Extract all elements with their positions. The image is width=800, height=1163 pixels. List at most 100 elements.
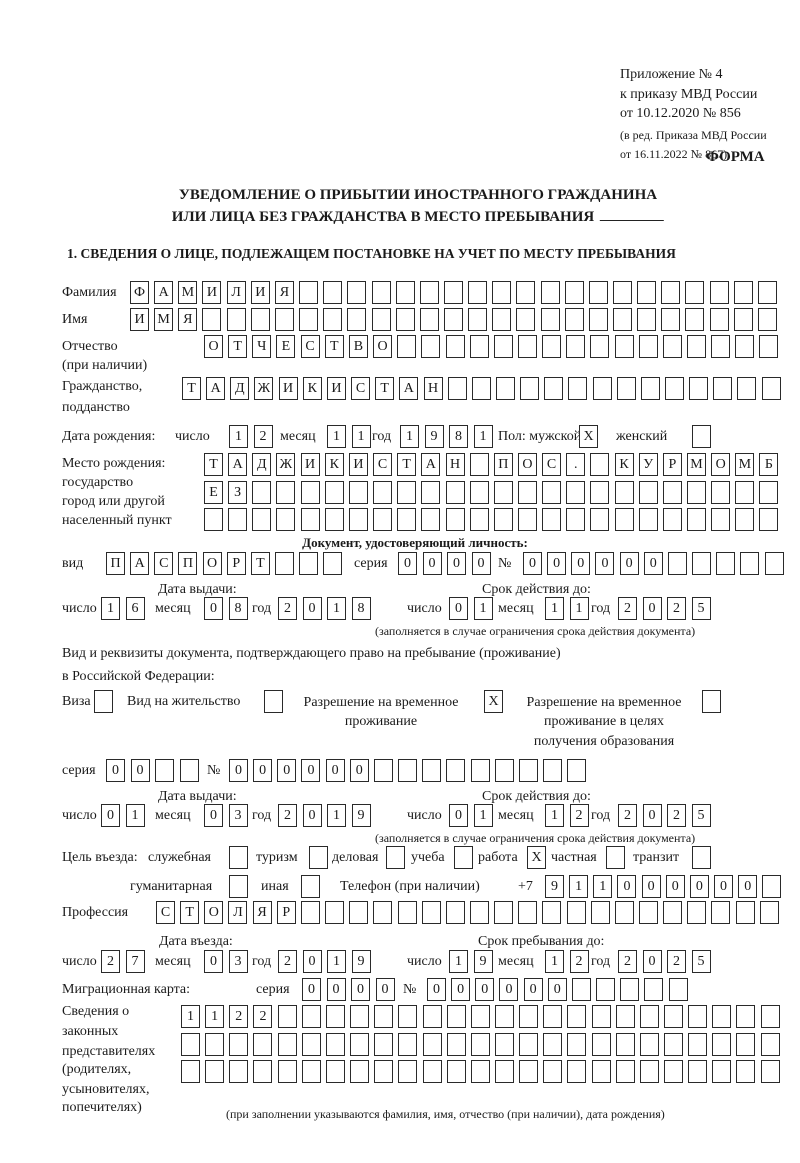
char-cell: 9 (473, 950, 493, 973)
char-cell (419, 308, 439, 331)
char-cell (276, 481, 296, 504)
char-cell: 0 (349, 759, 369, 782)
char-cell: 1 (101, 597, 120, 620)
char-cell: 0 (642, 950, 662, 973)
char-cell: 1 (125, 804, 145, 827)
char-cell (446, 1033, 466, 1056)
char-cell (616, 377, 636, 400)
char-cell (325, 901, 345, 924)
char-cell (638, 508, 658, 531)
char-cell (419, 281, 439, 304)
char-cell (469, 481, 489, 504)
amendment-line: от 16.11.2022 № 867) (620, 147, 728, 161)
char-cell (757, 308, 777, 331)
char-cell (397, 335, 417, 358)
char-cell (712, 1005, 732, 1028)
char-cell (471, 377, 491, 400)
char-cell: В (348, 335, 368, 358)
char-cell (517, 481, 537, 504)
char-cell: 1 (473, 804, 493, 827)
appendix-line: к приказу МВД России (620, 87, 758, 102)
char-cell: Ф (130, 281, 149, 304)
amendment-line: (в ред. Приказа МВД России (620, 128, 767, 142)
char-cell (422, 1033, 442, 1056)
char-cell (470, 759, 490, 782)
char-cell (759, 335, 779, 358)
char-cell (374, 1033, 394, 1056)
char-cell (250, 308, 270, 331)
representatives-label: законных (62, 1024, 119, 1039)
char-cell (735, 508, 755, 531)
char-cell (470, 1005, 490, 1028)
temp-residence-label2: проживание (344, 714, 418, 729)
char-cell (299, 308, 319, 331)
char-cell (733, 281, 753, 304)
char-cell (620, 978, 640, 1001)
char-cell (469, 901, 489, 924)
char-cell: П (178, 552, 198, 575)
birth-place-label: город или другой (62, 494, 165, 509)
char-cell: 1 (327, 804, 346, 827)
temp-residence-label: Разрешение на временное (303, 695, 459, 710)
purpose-option-label: частная (551, 850, 597, 865)
char-cell (591, 1033, 611, 1056)
char-cell (443, 281, 463, 304)
char-cell (350, 1005, 370, 1028)
char-cell (689, 377, 709, 400)
id-document-heading: Документ, удостоверяющий личность: (302, 535, 528, 550)
year-label: год (252, 808, 272, 823)
char-cell (374, 1060, 394, 1083)
purpose-label: Цель въезда: (62, 850, 138, 865)
issue-date-label: Дата выдачи: (158, 582, 237, 597)
char-cell (492, 308, 512, 331)
char-cell: К (324, 453, 344, 476)
edu-residence-label: Разрешение на временное (526, 695, 682, 710)
char-cell: Ж (276, 453, 296, 476)
char-cell (639, 1005, 659, 1028)
char-cell (493, 481, 513, 504)
char-cell: 0 (547, 978, 567, 1001)
char-cell: А (130, 552, 150, 575)
char-cell (253, 1033, 273, 1056)
char-cell (446, 759, 466, 782)
char-cell (395, 281, 415, 304)
char-cell: 0 (204, 950, 223, 973)
char-cell: И (300, 453, 320, 476)
char-cell: Т (182, 377, 201, 400)
char-cell: 0 (643, 552, 663, 575)
char-cell (540, 281, 560, 304)
validity-note: (заполняется в случае ограничения срока … (375, 624, 696, 638)
char-cell: 0 (471, 552, 491, 575)
char-cell: 0 (523, 978, 543, 1001)
valid-until-label: Срок действия до: (482, 582, 591, 597)
char-cell: Д (252, 453, 272, 476)
year-label: год (591, 808, 611, 823)
representatives-label: (родителях, (62, 1062, 132, 1077)
day-label: число (62, 954, 97, 969)
char-cell (762, 875, 782, 898)
char-cell: 0 (302, 597, 322, 620)
char-cell (517, 335, 537, 358)
char-cell: Е (276, 335, 296, 358)
month-label: месяц (155, 954, 191, 969)
section-heading: 1. СВЕДЕНИЯ О ЛИЦЕ, ПОДЛЕЖАЩЕМ ПОСТАНОВК… (67, 246, 676, 261)
char-cell (299, 281, 319, 304)
char-cell (688, 1060, 708, 1083)
char-cell (445, 901, 465, 924)
char-cell (299, 552, 319, 575)
char-cell: X (484, 690, 503, 713)
char-cell: 0 (642, 804, 662, 827)
id-type-label: вид (62, 556, 84, 571)
char-cell (761, 377, 781, 400)
char-cell: 0 (619, 552, 639, 575)
char-cell: 1 (473, 597, 493, 620)
char-cell (494, 1060, 514, 1083)
char-cell (542, 335, 562, 358)
char-cell (445, 335, 465, 358)
birth-date-label: Дата рождения: (62, 429, 156, 444)
char-cell (567, 1060, 587, 1083)
char-cell: 1 (327, 950, 346, 973)
char-cell (447, 377, 467, 400)
char-cell (733, 308, 753, 331)
edu-residence-label3: получения образования (533, 734, 675, 749)
